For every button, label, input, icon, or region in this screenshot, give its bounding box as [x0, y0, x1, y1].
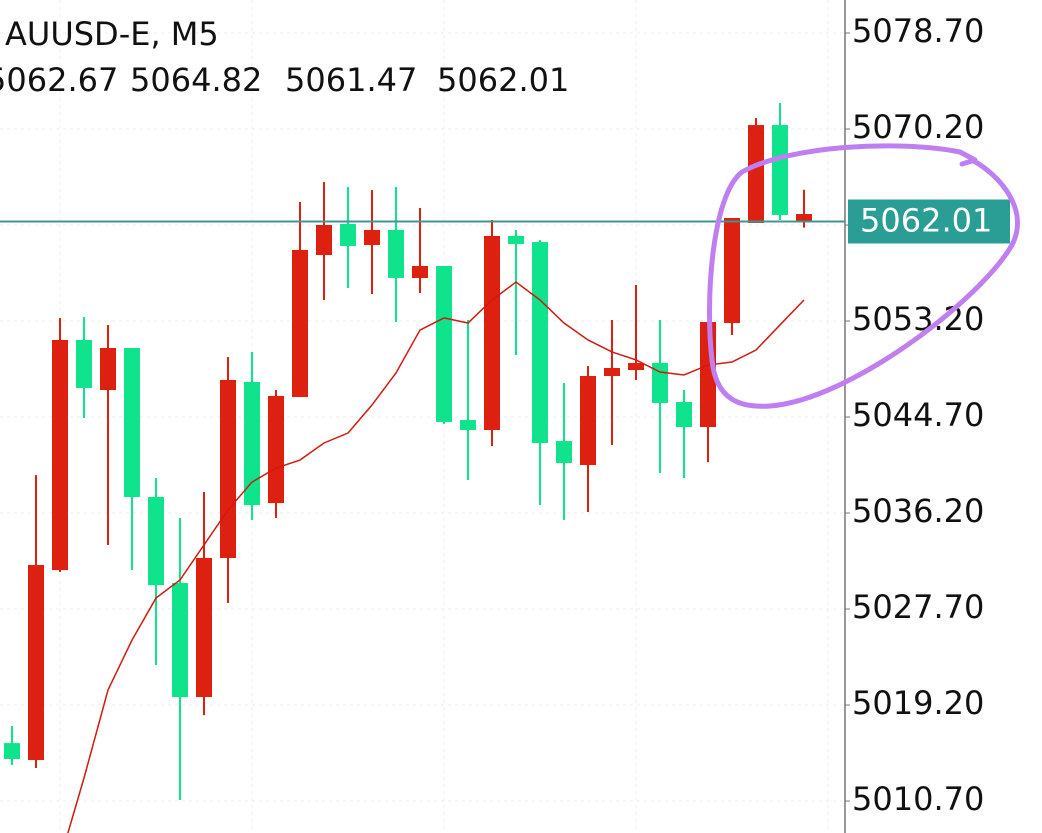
y-tick-label: 5027.70 — [852, 588, 984, 626]
candle-body — [484, 235, 500, 430]
candle-body — [148, 496, 164, 586]
candle-body — [436, 265, 452, 422]
candle-body — [244, 381, 260, 505]
candle-body — [172, 583, 188, 698]
candle-body — [220, 379, 236, 558]
candle-body — [340, 223, 356, 247]
candle-body — [772, 125, 788, 215]
candle-body — [796, 214, 812, 222]
candle-body — [412, 265, 428, 278]
candle-body — [580, 376, 596, 466]
candle-body — [4, 743, 20, 760]
candle-body — [124, 347, 140, 497]
candle-body — [532, 242, 548, 443]
candle-body — [76, 339, 92, 388]
candle-body — [52, 339, 68, 571]
moving-average-line — [67, 281, 805, 833]
y-tick-label: 5078.70 — [852, 12, 984, 50]
ohlc-open: 5062.67 — [0, 61, 118, 99]
y-tick-label: 5010.70 — [852, 780, 984, 818]
candle-body — [748, 125, 764, 223]
candle-body — [316, 224, 332, 256]
grid — [59, 0, 829, 833]
price-axis: 5078.705070.205061.705053.205044.705036.… — [845, 12, 1010, 818]
last-price-label: 5062.01 — [860, 201, 992, 239]
candle-body — [268, 395, 284, 504]
candle-body — [508, 235, 524, 244]
candle-body — [604, 367, 620, 377]
candle-body — [724, 217, 740, 324]
candle-body — [196, 557, 212, 698]
last-price-label-bg — [848, 199, 1010, 244]
ohlc-close: 5062.01 — [437, 61, 569, 99]
y-tick-label: 5019.20 — [852, 684, 984, 722]
candle-body — [556, 441, 572, 463]
y-tick-label: 5036.20 — [852, 492, 984, 530]
y-tick-label: 5053.20 — [852, 300, 984, 338]
y-tick-label: 5044.70 — [852, 396, 984, 434]
candle-body — [292, 249, 308, 398]
plot — [0, 32, 845, 833]
ohlc-high: 5064.82 — [130, 61, 262, 99]
candle-body — [100, 347, 116, 391]
candle-body — [28, 564, 44, 761]
candle-body — [676, 401, 692, 428]
candle-body — [628, 363, 644, 371]
candle-body — [388, 229, 404, 278]
chart-title: AUUSD-E, M5 — [5, 15, 219, 53]
hand-drawn-circle-annotation — [707, 143, 1020, 409]
candle-body — [364, 229, 380, 245]
candle-body — [460, 420, 476, 430]
ohlc-low: 5061.47 — [285, 61, 417, 99]
y-tick-label: 5070.20 — [852, 108, 984, 146]
